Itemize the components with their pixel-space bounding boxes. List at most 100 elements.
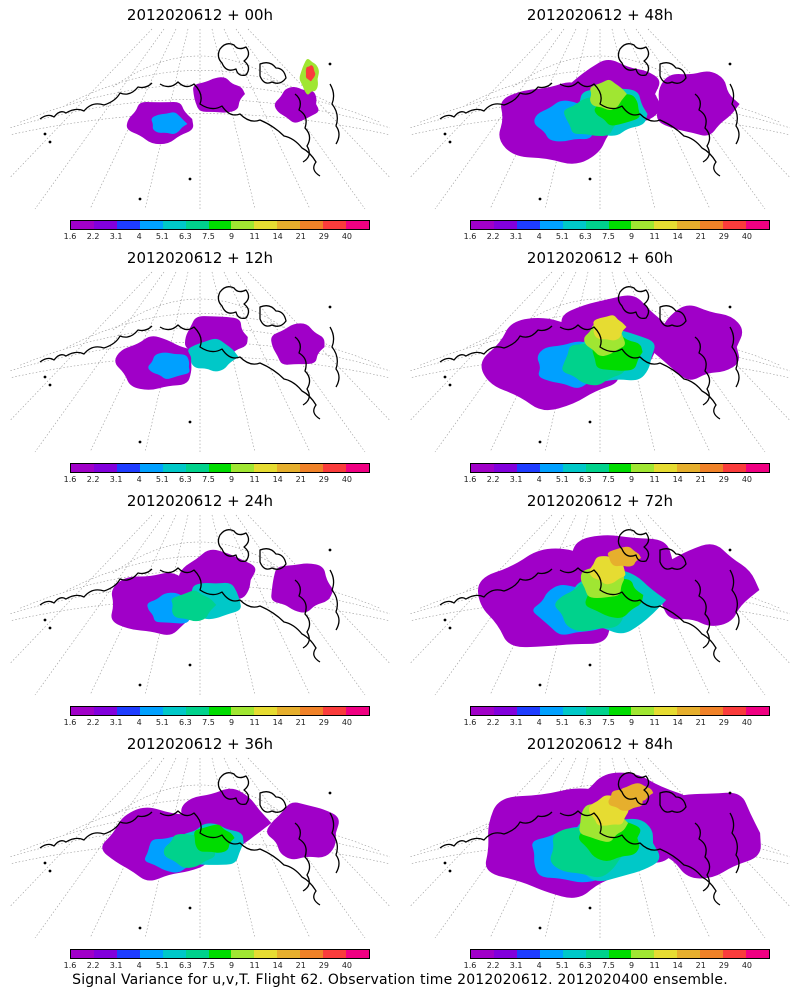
- island-dot: [328, 548, 332, 552]
- island-marks: [443, 548, 732, 687]
- island-marks: [443, 791, 732, 930]
- colorbar-swatch: [471, 707, 494, 715]
- colorbar-swatch: [116, 950, 140, 958]
- colorbar-swatch: [300, 950, 324, 958]
- colorbar-swatch: [116, 221, 140, 229]
- colorbar-swatch: [493, 464, 517, 472]
- variance-contour: [590, 79, 627, 111]
- island-dot: [728, 62, 732, 66]
- colorbar-swatch: [723, 707, 747, 715]
- forecast-panel: 2012020612 + 60h 1.6 2.2 3.1 4 5.1 6.3 7.5 9 11 14…: [410, 247, 790, 484]
- colorbar-tick-label: 21: [295, 718, 306, 727]
- colorbar-swatch: [300, 221, 324, 229]
- colorbar-swatch: [471, 464, 494, 472]
- colorbar-tick-label: 7.5: [602, 961, 615, 970]
- colorbar-tick-label: 29: [318, 718, 329, 727]
- variance-contour: [148, 352, 190, 379]
- colorbar-tick-label: 2.2: [86, 961, 100, 970]
- colorbar-swatch: [346, 464, 369, 472]
- colorbar-tick-label: 2.2: [486, 961, 500, 970]
- colorbar-tick-label: 29: [318, 961, 329, 970]
- island-dot: [48, 383, 52, 387]
- colorbar-tick-label: 14: [272, 718, 283, 727]
- variance-field: [111, 549, 334, 635]
- colorbar-swatch: [471, 950, 494, 958]
- colorbar: [470, 463, 770, 473]
- colorbar-tick-label: 2.2: [486, 475, 500, 484]
- colorbar-tick-label: 9: [628, 961, 635, 970]
- colorbar-tick-label: 4: [536, 475, 542, 484]
- colorbar: [470, 220, 770, 230]
- island-dot: [43, 861, 47, 865]
- colorbar-swatch: [254, 950, 278, 958]
- colorbar: [70, 949, 370, 959]
- colorbar-swatch: [346, 950, 369, 958]
- colorbar-swatch: [185, 464, 209, 472]
- colorbar-swatch: [162, 707, 186, 715]
- colorbar-swatch: [277, 464, 301, 472]
- island-dot: [588, 420, 592, 424]
- colorbar-swatch: [185, 221, 209, 229]
- colorbar-swatch: [71, 221, 94, 229]
- colorbar-swatch: [139, 707, 163, 715]
- colorbar-tick-label: 5.1: [555, 961, 569, 970]
- island-dot: [48, 140, 52, 144]
- colorbar-swatch: [562, 464, 586, 472]
- colorbar-tick-label: 6.3: [179, 718, 192, 727]
- colorbar-tick-labels: 1.6 2.2 3.1 4 5.1 6.3 7.5 9 11 14 21 29 40: [464, 232, 770, 242]
- colorbar-swatch: [608, 221, 632, 229]
- colorbar-swatch: [116, 707, 140, 715]
- colorbar-swatch: [654, 464, 678, 472]
- colorbar-swatch: [631, 464, 655, 472]
- colorbar-tick-label: 5.1: [155, 475, 169, 484]
- island-dot: [448, 383, 452, 387]
- colorbar-swatch: [516, 221, 540, 229]
- colorbar-tick-label: 5.1: [555, 475, 569, 484]
- colorbar-swatch: [116, 464, 140, 472]
- colorbar-swatch: [723, 464, 747, 472]
- colorbar-swatch: [208, 221, 232, 229]
- panel-title: 2012020612 + 48h: [526, 6, 674, 24]
- colorbar-swatch: [677, 221, 701, 229]
- variance-field: [499, 59, 740, 164]
- colorbar-tick-label: 14: [672, 232, 683, 241]
- island-dot: [328, 791, 332, 795]
- colorbar-tick-label: 14: [672, 961, 683, 970]
- colorbar-tick-label: 40: [741, 475, 753, 484]
- colorbar-tick-label: 5.1: [555, 232, 569, 241]
- colorbar-tick-label: 21: [295, 475, 306, 484]
- coastlines: [439, 772, 740, 906]
- colorbar-swatch: [300, 707, 324, 715]
- colorbar-swatch: [71, 950, 94, 958]
- polar-map: [410, 271, 790, 453]
- colorbar-swatch: [208, 950, 232, 958]
- island-dot: [728, 791, 732, 795]
- variance-field: [115, 316, 325, 390]
- colorbar: [470, 706, 770, 716]
- colorbar-swatch: [723, 950, 747, 958]
- colorbar-tick-labels: 1.6 2.2 3.1 4 5.1 6.3 7.5 9 11 14 21 29 40: [64, 718, 370, 728]
- polar-map: [410, 514, 790, 696]
- colorbar-swatch: [185, 950, 209, 958]
- colorbar-tick-labels: 1.6 2.2 3.1 4 5.1 6.3 7.5 9 11 14 21 29 40: [464, 718, 770, 728]
- colorbar-swatch: [471, 221, 494, 229]
- colorbar-tick-label: 6.3: [579, 232, 592, 241]
- colorbar-tick-label: 9: [228, 718, 235, 727]
- colorbar-swatch: [585, 707, 609, 715]
- variance-contour: [656, 71, 740, 136]
- colorbar-swatch: [346, 707, 369, 715]
- variance-field: [102, 788, 339, 881]
- colorbar-swatch: [254, 707, 278, 715]
- colorbar-swatch: [608, 707, 632, 715]
- colorbar-swatch: [654, 221, 678, 229]
- colorbar-tick-label: 40: [341, 232, 353, 241]
- variance-contour: [171, 590, 217, 622]
- colorbar-tick-label: 3.1: [109, 475, 123, 484]
- forecast-panel: 2012020612 + 12h 1.6 2.2 3.1 4 5.1 6.3 7.5 9 11 14…: [10, 247, 390, 484]
- colorbar-swatch: [277, 221, 301, 229]
- variance-contour: [654, 544, 760, 626]
- island-dot: [48, 869, 52, 873]
- colorbar-tick-label: 11: [249, 961, 260, 970]
- colorbar-tick-label: 21: [695, 718, 706, 727]
- forecast-panel: 2012020612 + 72h 1.6 2.2 3.1 4 5.1 6.3 7.5 9 11 14…: [410, 490, 790, 727]
